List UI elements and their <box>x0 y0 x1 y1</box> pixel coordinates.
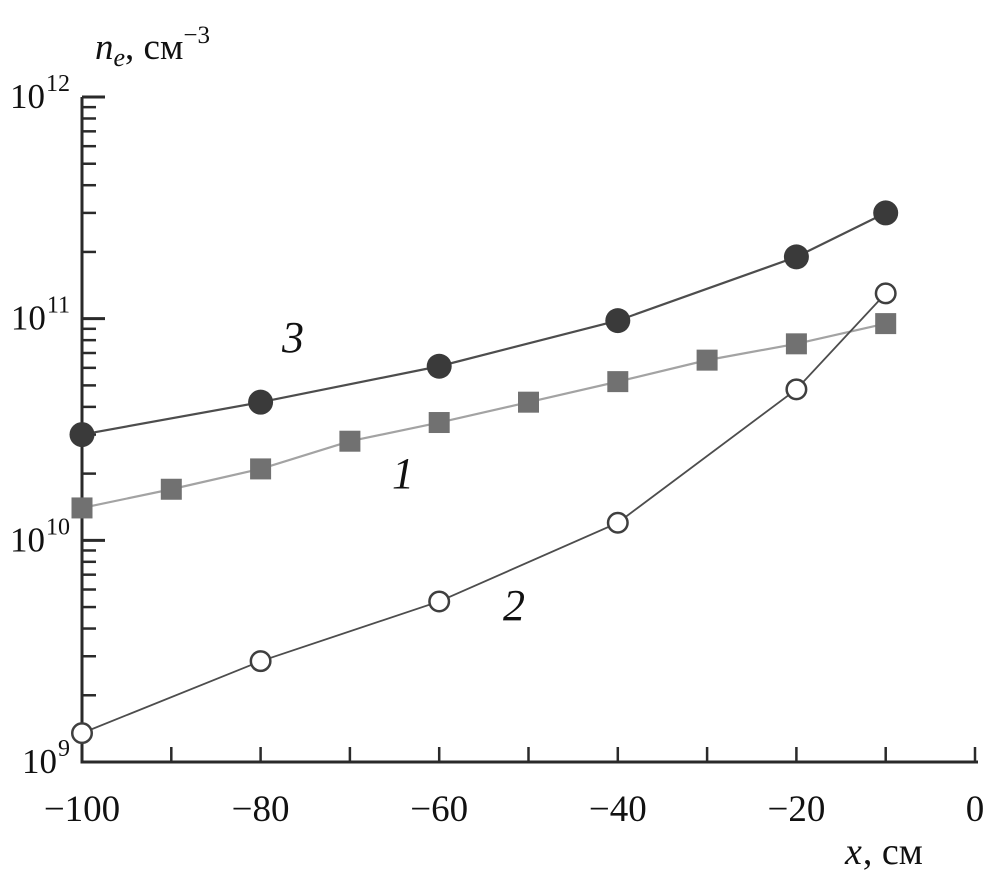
y-axis-variable: n <box>95 27 114 68</box>
data-point <box>250 458 272 480</box>
data-point <box>785 333 807 355</box>
y-tick-label: 1010 <box>10 514 70 559</box>
curve-label-2: 2 <box>503 581 525 630</box>
x-axis-variable: x <box>845 831 862 873</box>
data-point <box>606 511 629 534</box>
x-tick-label: −100 <box>44 789 120 830</box>
data-point <box>518 391 539 413</box>
y-tick-label: 1011 <box>11 293 70 338</box>
data-point <box>71 722 93 745</box>
data-point <box>248 389 274 415</box>
x-tick-label: −80 <box>232 789 290 830</box>
y-axis-exponent: −3 <box>183 22 210 49</box>
data-point <box>875 313 897 335</box>
series-line-1 <box>81 322 886 510</box>
y-axis-title: ne, см−3 <box>95 22 210 73</box>
data-point <box>873 200 899 226</box>
data-point <box>339 430 361 452</box>
x-axis-title: x, см <box>845 830 923 874</box>
data-point <box>249 650 272 673</box>
data-point <box>607 371 629 393</box>
data-point <box>428 412 450 434</box>
x-tick-label: −60 <box>410 789 468 830</box>
x-tick-label: −40 <box>589 789 647 830</box>
x-axis-units: , см <box>862 831 923 873</box>
series-line-2 <box>81 292 887 734</box>
data-point <box>696 349 718 371</box>
data-point <box>69 422 95 448</box>
data-point <box>785 378 808 401</box>
curve-label-3: 3 <box>282 313 304 362</box>
y-tick-label: 109 <box>22 736 70 781</box>
x-tick-label: 0 <box>966 789 985 830</box>
data-point <box>428 590 451 613</box>
data-point <box>160 478 182 500</box>
y-axis-units: , см <box>125 27 184 68</box>
x-tick-label: −20 <box>767 789 825 830</box>
data-point <box>71 497 93 519</box>
y-tick-label: 1012 <box>10 71 70 116</box>
data-point <box>783 244 809 270</box>
curve-label-1: 1 <box>392 449 414 498</box>
y-axis-subscript: e <box>113 43 126 72</box>
data-point <box>874 282 897 305</box>
data-point <box>426 353 452 379</box>
series-line-3 <box>81 211 887 436</box>
data-point <box>605 308 631 334</box>
